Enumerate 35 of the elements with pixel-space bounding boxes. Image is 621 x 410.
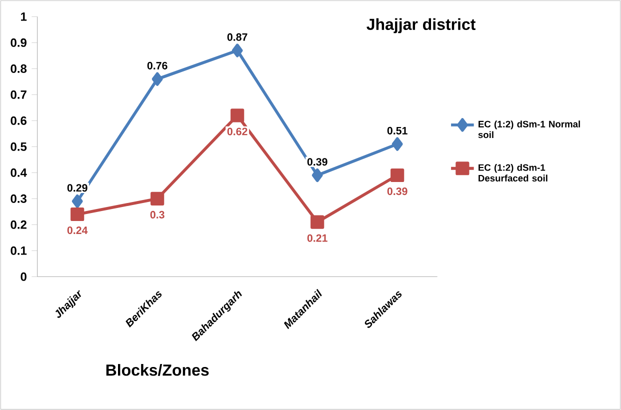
legend-label: EC (1:2) dSm-1 Normal soil [478,120,580,138]
point [150,192,164,206]
point [232,44,243,58]
data-label: 0.76 [147,62,168,70]
point [72,194,83,208]
y-tick-label: 1 [21,12,27,21]
point [312,168,323,182]
data-label: 0.29 [67,184,88,192]
chart-title: Jhajjar district [366,18,476,34]
y-tick-label: 0.1 [10,246,27,255]
y-tick-label: 0.2 [10,220,26,229]
point [310,215,324,229]
point [152,72,163,86]
y-tick-label: 0.8 [10,64,27,73]
data-label: 0.87 [227,33,248,41]
data-label: 0.39 [307,158,328,166]
data-label: 0.62 [227,128,248,136]
point [230,108,244,122]
y-tick-label: 0.6 [10,116,26,125]
y-tick-label: 0.7 [10,90,26,99]
point [70,207,84,222]
y-tick-label: 0.3 [10,194,26,203]
data-label: 0.24 [67,226,88,234]
legend-label: EC (1:2) dSm-1 Desurfaced soil [478,164,548,182]
y-tick-label: 0 [20,272,26,281]
y-tick-label: 0.4 [10,168,27,177]
data-label: 0.39 [387,188,408,196]
data-label: 0.51 [387,126,408,134]
y-tick-label: 0.9 [10,38,26,47]
point [390,168,404,182]
y-tick-label: 0.5 [10,142,27,151]
data-label: 0.21 [307,234,328,242]
data-label: 0.3 [150,210,164,218]
point [392,137,403,151]
x-axis-title: Blocks/Zones [106,364,209,376]
